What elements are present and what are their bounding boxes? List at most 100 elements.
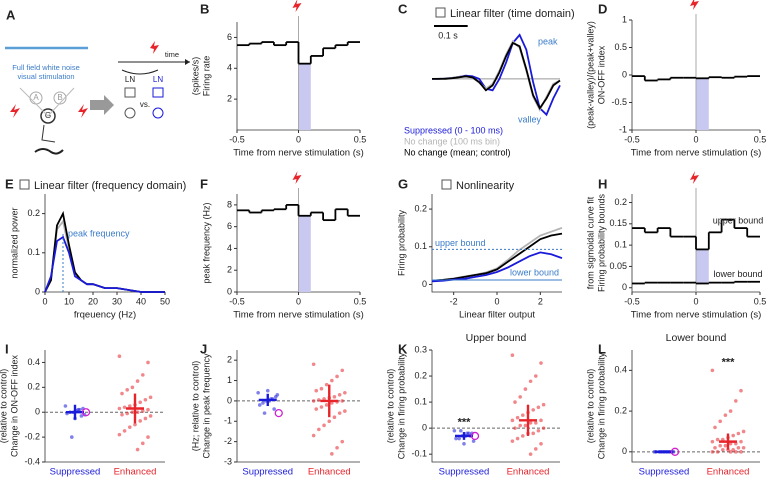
y-tick-label: 0.2 (614, 405, 627, 415)
data-point (319, 405, 324, 409)
chart-title: Linear filter (time domain) (450, 8, 575, 20)
significance: *** (458, 417, 472, 429)
panel-letter: H (598, 176, 607, 191)
y-axis-label: (relative to control) (585, 369, 595, 444)
time-arrow (185, 59, 190, 65)
stim-icon (292, 0, 302, 12)
y-tick-label: -1 (224, 416, 232, 426)
y-tick-label: 1 (227, 375, 232, 385)
data-point (327, 419, 332, 424)
y-tick-label: 0 (622, 446, 627, 456)
shaded-window (696, 249, 709, 284)
panel-letter: G (398, 176, 408, 191)
x-tick-label: 40 (136, 296, 146, 306)
data-point (317, 398, 321, 402)
data-point (330, 378, 334, 383)
panel-c: C Linear filter (time domain) Suppressed (… (398, 1, 575, 157)
data-point (138, 419, 142, 423)
data-point (521, 434, 525, 438)
data-point (539, 361, 543, 365)
series-line (432, 41, 561, 110)
data-point (739, 439, 743, 444)
legend-entry: No change (100 ms bin) (404, 136, 500, 146)
stim-icon (150, 41, 159, 54)
data-point (76, 407, 80, 412)
data-point (518, 423, 522, 428)
y-tick-label: 0 (622, 282, 627, 292)
panel-j: J -3 -2 -1 0 1 2 Change in peak frequency(Hz; r… (190, 341, 360, 478)
data-point (146, 360, 150, 365)
data-point (122, 405, 127, 410)
y-axis-label: ON-OFF index (596, 45, 606, 104)
data-point (734, 450, 738, 454)
y-axis-label: Change in firing probability (596, 352, 606, 459)
y-tick-label: 8 (227, 199, 232, 209)
panel-k: K Upper bound -0.1 0 0.1 0.2 0.3 Change in firi… (385, 332, 560, 478)
data-point (322, 423, 326, 428)
data-point (718, 419, 722, 424)
data-point (718, 443, 722, 448)
data-point (319, 386, 324, 391)
data-point (528, 452, 533, 456)
data-point (741, 445, 746, 450)
data-point (728, 450, 733, 454)
series-label: lower bound (713, 269, 762, 279)
y-tick-label: 0 (227, 286, 232, 296)
time-label: time (165, 50, 179, 59)
data-point (335, 445, 339, 450)
highlight-point (470, 431, 480, 441)
data-point (536, 428, 541, 433)
x-tick-label: 0.5 (354, 134, 367, 144)
data-point (146, 407, 150, 412)
highlight-point (81, 408, 91, 417)
data-point (523, 387, 528, 391)
data-point (135, 379, 140, 383)
nonlinearity-icon (152, 107, 164, 119)
data-point (459, 428, 463, 433)
filter-box (152, 87, 164, 98)
x-tick-label: 0 (693, 134, 698, 144)
y-tick-label: 0.2 (614, 197, 627, 207)
data-point (120, 391, 124, 396)
data-point (63, 404, 68, 408)
axes (431, 194, 562, 293)
x-tick-label: 30 (112, 296, 122, 306)
data-point (324, 403, 329, 407)
chart-title: Nonlinearity (456, 180, 515, 192)
y-tick-label: 2 (227, 265, 232, 275)
y-axis-label: Change in peak frequency (201, 353, 211, 459)
filter-box (124, 87, 136, 98)
lower-bound-label: lower bound (510, 267, 559, 277)
y-tick-label: 0.4 (27, 357, 40, 367)
series-line (432, 33, 561, 117)
y-axis-label: (relative to control) (385, 369, 395, 444)
x-tick-label: 0.5 (754, 296, 767, 306)
stim-icon (292, 171, 302, 184)
y-axis-label: Firing probability bounds (596, 193, 606, 292)
x-tick-label: 0 (296, 296, 301, 306)
x-tick-label: 0.5 (754, 134, 767, 144)
y-axis-label: (spikes/s) (190, 57, 200, 96)
node-label: A (33, 93, 39, 102)
y-axis-label: peak frequency (Hz) (201, 202, 211, 283)
y-axis-label: (Hz; relative to control) (190, 361, 200, 452)
data-point (465, 431, 470, 436)
data-point (471, 439, 476, 443)
data-point (715, 450, 720, 454)
data-point (739, 450, 743, 454)
y-tick-label: 6 (227, 221, 232, 231)
annotation: valley (518, 114, 542, 124)
data-point (148, 414, 153, 418)
panel-letter: K (398, 341, 408, 356)
data-point (130, 410, 135, 415)
highlight-point (274, 408, 283, 418)
x-tick-label: 0.5 (354, 296, 367, 306)
ln-label: LN (125, 75, 135, 84)
chart-title: Lower bound (666, 332, 727, 344)
data-point (148, 395, 153, 400)
vs-label: vs. (140, 100, 150, 109)
y-tick-label: 4 (227, 63, 232, 73)
